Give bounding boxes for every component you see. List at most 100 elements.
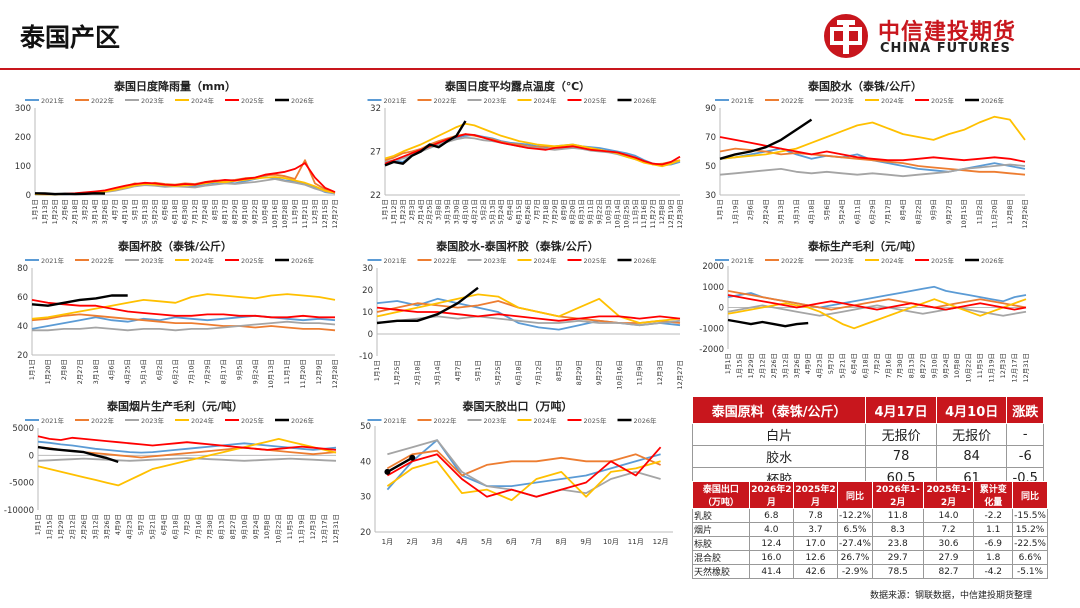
x-tick-label: 9月10日 [930, 353, 938, 378]
x-tick-label: 9月22日 [595, 360, 603, 385]
x-tick-label: 7月29日 [551, 199, 559, 224]
x-tick-label: 10月 [603, 538, 619, 546]
x-tick-label: 6月29日 [869, 199, 877, 224]
chart-latex-cup-spread: 泰国胶水-泰国杯胶（泰铢/公斤） 2021年 2022年 2023年 2024年 2025… [359, 239, 684, 390]
table-row: 白片 无报价 无报价 - [691, 423, 1044, 446]
x-tick-label: 7月 [531, 538, 542, 546]
x-tick-label: 6月4日 [506, 199, 514, 220]
x-tick-label: 12月31日 [332, 514, 340, 544]
legend-label: 2021年 [41, 96, 65, 105]
y-tick-label: -2000 [699, 345, 724, 355]
y-tick-label: 30 [362, 264, 373, 274]
y-tick-label: -10000 [4, 506, 34, 516]
series-line [386, 456, 413, 473]
y-tick-label: -10 [359, 352, 373, 362]
y-tick-label: 300 [15, 104, 31, 114]
x-tick-label: 11月5日 [976, 353, 984, 378]
x-tick-label: 3月18日 [92, 359, 100, 384]
table-cell: -5.1% [1012, 564, 1048, 579]
table-cell: 3.7 [792, 522, 839, 537]
x-tick-label: 3月31日 [792, 199, 800, 224]
x-tick-label: 5月1日 [474, 360, 482, 381]
x-tick-label: 6月30日 [181, 199, 189, 224]
chart-rss-margin: 泰国烟片生产毛利（元/吨） 2021年 2022年 2023年 2024年 2025年 20… [4, 399, 340, 544]
y-tick-label: 40 [360, 457, 371, 467]
table-cell: 84 [935, 445, 1008, 468]
series-line [37, 438, 337, 487]
legend-label: 2023年 [831, 256, 855, 265]
x-tick-label: 11月1日 [283, 359, 291, 384]
legend-label: 2023年 [831, 96, 855, 105]
table-cell: -2.2 [973, 508, 1014, 523]
legend-label: 2026年 [981, 96, 1005, 105]
export-table-header: 2025年1-2月 [922, 481, 975, 509]
series-line [386, 449, 661, 477]
export-volume-table: 泰国出口（万吨） 2026年2月 2025年2月 同比 2026年1-2月 20… [692, 481, 1048, 579]
legend-label: 2025年 [584, 416, 608, 425]
table-cell: -12.2% [837, 508, 873, 523]
x-tick-label: 5月21日 [149, 514, 157, 539]
legend-label: 2023年 [141, 256, 165, 265]
x-tick-label: 7月30日 [206, 514, 214, 539]
series-line [31, 299, 335, 319]
x-tick-label: 2月25日 [426, 199, 434, 224]
chart-latex-price: 泰国胶水（泰铢/公斤） 2021年 2022年 2023年 2024年 2025年 2026… [705, 79, 1029, 229]
legend-label: 2023年 [484, 256, 508, 265]
legend-label: 2025年 [931, 96, 955, 105]
series-line [727, 294, 1027, 311]
x-tick-label: 8月29日 [231, 199, 239, 224]
x-tick-label: 1月25日 [51, 199, 59, 224]
x-tick-label: 8月20日 [569, 199, 577, 224]
x-tick-label: 1月15日 [45, 514, 53, 539]
x-tick-label: 12月30日 [676, 199, 684, 229]
table-cell: 7.8 [792, 508, 839, 523]
x-tick-label: 9月24日 [942, 353, 950, 378]
table-cell: 42.6 [792, 564, 839, 579]
x-tick-label: 6月4日 [850, 353, 858, 374]
x-tick-label: 7月16日 [884, 353, 892, 378]
x-tick-label: 4月 [456, 538, 467, 546]
x-tick-label: 8月5日 [211, 199, 219, 220]
table-cell: 乳胶 [692, 508, 750, 523]
x-tick-label: 5月21日 [839, 353, 847, 378]
legend-label: 2024年 [191, 416, 215, 425]
chart-rainfall: 泰国日度降雨量（mm） 2021年 2022年 2023年 2024年 2025年 2026… [15, 79, 339, 229]
legend-label: 2026年 [634, 416, 658, 425]
x-tick-label: 7月24日 [201, 199, 209, 224]
x-tick-label: 4月21日 [470, 199, 478, 224]
x-tick-label: 10月8日 [953, 353, 961, 378]
legend-label: 2022年 [781, 96, 805, 105]
table-cell: 7.2 [922, 522, 975, 537]
y-tick-label: 20 [17, 351, 28, 361]
series-line [34, 176, 336, 196]
chart-title: 泰国杯胶（泰铢/公斤） [117, 239, 232, 253]
x-tick-label: 5月13日 [488, 199, 496, 224]
legend-label: 2022年 [434, 416, 458, 425]
y-tick-label: 22 [370, 191, 381, 201]
x-tick-label: 3月26日 [101, 199, 109, 224]
legend-label: 2021年 [41, 256, 65, 265]
x-tick-label: 2月27日 [76, 359, 84, 384]
table-cell: 1.8 [973, 550, 1014, 565]
x-tick-label: 3月 [431, 538, 442, 546]
legend-label: 2024年 [534, 416, 558, 425]
series-line [376, 286, 479, 325]
x-tick-label: 2月 [407, 538, 418, 546]
x-tick-label: 2月6日 [61, 199, 69, 220]
series-line [34, 162, 336, 195]
series-line [719, 136, 1026, 163]
legend-label: 2021年 [384, 256, 408, 265]
x-tick-label: 5月6日 [823, 199, 831, 220]
x-tick-label: 8月9日 [560, 199, 568, 220]
x-tick-label: 11月9日 [636, 360, 644, 385]
x-tick-label: 9月10日 [240, 514, 248, 539]
table-row: 乳胶 6.8 7.8 -12.2% 11.8 14.0 -2.2 -15.5% [692, 508, 1048, 523]
table-cell: 78 [865, 445, 937, 468]
x-tick-label: 7月29日 [203, 359, 211, 384]
table-cell: 27.9 [922, 550, 975, 565]
y-tick-label: 0 [29, 451, 34, 461]
table-cell: 12.4 [748, 536, 794, 551]
x-tick-label: 8月13日 [907, 353, 915, 378]
table-cell: 16.0 [748, 550, 794, 565]
x-tick-label: 6月21日 [172, 359, 180, 384]
